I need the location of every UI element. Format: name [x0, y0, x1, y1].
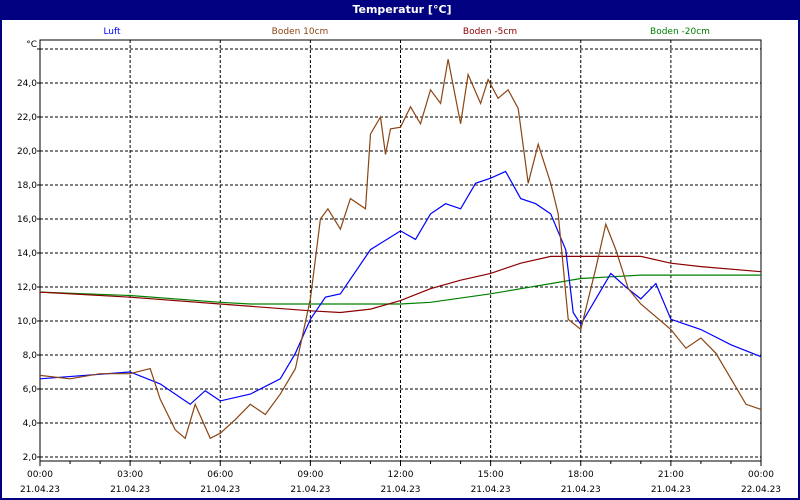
y-tick-label: 10,0: [17, 317, 37, 327]
x-tick-date: 21.04.23: [651, 485, 691, 495]
x-tick-time: 03:00: [117, 470, 143, 480]
y-axis-unit: °C: [26, 40, 37, 50]
x-tick-date: 21.04.23: [290, 485, 330, 495]
x-tick-time: 09:00: [297, 470, 323, 480]
y-tick-label: 22,0: [17, 113, 37, 123]
y-tick-label: 12,0: [17, 283, 37, 293]
x-tick-date: 21.04.23: [110, 485, 150, 495]
x-tick-date: 21.04.23: [20, 485, 60, 495]
y-tick-label: 16,0: [17, 215, 37, 225]
legend-boden-10cm: Boden 10cm: [272, 27, 329, 37]
x-tick-time: 12:00: [388, 470, 414, 480]
x-tick-time: 18:00: [568, 470, 594, 480]
series-line-boden-5cm: [39, 255, 762, 314]
y-tick-label: 8,0: [23, 351, 38, 361]
x-tick-time: 06:00: [207, 470, 233, 480]
y-tick-label: 20,0: [17, 147, 37, 157]
y-tick-label: 6,0: [23, 385, 38, 395]
x-tick-date: 21.04.23: [561, 485, 601, 495]
x-tick-time: 15:00: [478, 470, 504, 480]
legend-boden-20cm: Boden -20cm: [650, 27, 710, 37]
x-tick-time: 00:00: [748, 470, 774, 480]
x-tick-date: 22.04.23: [741, 485, 781, 495]
y-tick-label: 18,0: [17, 181, 37, 191]
y-tick-label: 4,0: [23, 419, 38, 429]
x-tick-time: 00:00: [27, 470, 53, 480]
legend-boden-5cm: Boden -5cm: [463, 27, 517, 37]
y-tick-label: 24,0: [17, 79, 37, 89]
y-tick-label: 2,0: [23, 453, 38, 463]
legend-luft: Luft: [103, 27, 121, 37]
series-line-boden-10cm: [39, 59, 762, 440]
chart-title: Temperatur [°C]: [2, 0, 800, 20]
x-tick-date: 21.04.23: [200, 485, 240, 495]
x-tick-date: 21.04.23: [380, 485, 420, 495]
y-tick-label: 14,0: [17, 249, 37, 259]
x-tick-time: 21:00: [658, 470, 684, 480]
x-tick-date: 21.04.23: [471, 485, 511, 495]
series-line-boden-20cm: [39, 274, 761, 305]
